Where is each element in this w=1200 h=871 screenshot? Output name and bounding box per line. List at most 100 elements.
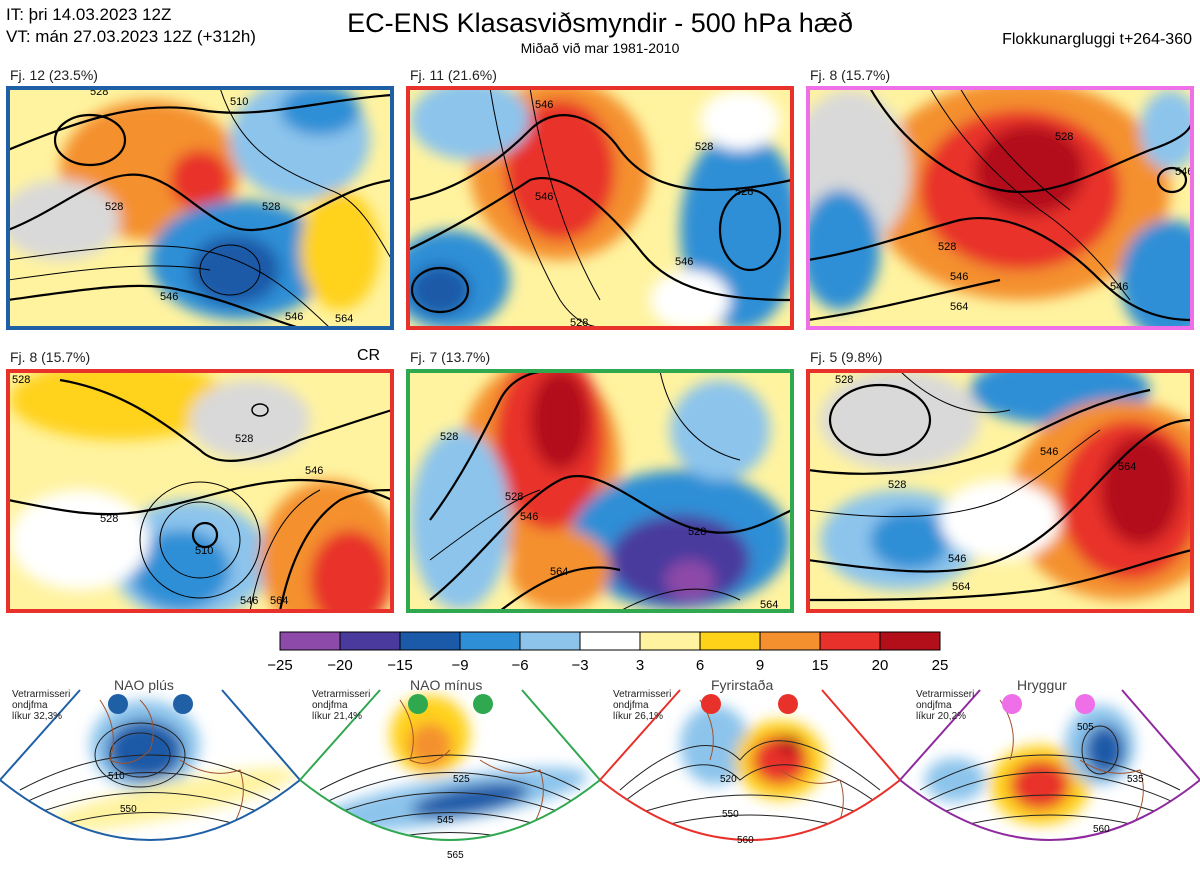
regime-3-name: Fyrirstaða [711, 677, 774, 693]
contour-label: 505 [1077, 722, 1094, 733]
panel-3-border [806, 86, 1194, 330]
contour-label: 546 [1175, 166, 1193, 178]
contour-label: 528 [570, 317, 588, 329]
contour-label: 528 [440, 431, 458, 443]
contour-label: 528 [888, 479, 906, 491]
contour-label: 535 [1127, 774, 1144, 785]
contour-label: 528 [1055, 131, 1073, 143]
contour-label: 528 [835, 374, 853, 386]
contour-label: 528 [262, 201, 280, 213]
panel-5-border [406, 369, 794, 613]
contour-label: 546 [285, 311, 303, 323]
panel-5-label: Fj. 7 (13.7%) [410, 349, 491, 365]
panel-4-border [6, 369, 394, 613]
contour-label: 528 [12, 374, 30, 386]
colorbar-tick: 3 [636, 657, 644, 674]
regime-2-name: NAO mínus [410, 677, 483, 693]
contour-label: 564 [550, 566, 568, 578]
regime-4-tag: Vetrarmisseri ondjfma líkur 20,2% [916, 689, 975, 722]
contour-label: 546 [948, 553, 966, 565]
colorbar: −25 −20 −15 −9 −6 −3 3 6 9 15 20 25 [267, 631, 949, 674]
contour-label: 510 [108, 771, 125, 782]
colorbar-tick: 6 [696, 657, 704, 674]
colorbar-tick: −25 [267, 657, 292, 674]
initial-time: IT: þri 14.03.2023 12Z [6, 5, 172, 24]
panel-2-map: 546 528 546 528 546 528 [408, 88, 792, 329]
page-title: EC-ENS Klasasviðsmyndir - 500 hPa hæð [347, 8, 853, 38]
contour-label: 546 [675, 256, 693, 268]
contour-label: 564 [760, 599, 778, 611]
contour-label: 545 [437, 815, 454, 826]
contour-label: 565 [447, 850, 464, 861]
colorbar-swatch [580, 632, 640, 650]
panel-4-map: 528 528 528 546 510 546 564 [8, 371, 392, 611]
contour-label: 564 [950, 301, 968, 313]
contour-label: 520 [720, 774, 737, 785]
colorbar-tick: 25 [932, 657, 949, 674]
classification-window: Flokkunargluggi t+264-360 [1002, 31, 1192, 48]
colorbar-tick: 9 [756, 657, 764, 674]
regime-3-tag: Vetrarmisseri ondjfma líkur 26,1% [613, 689, 672, 722]
contour-label: 528 [938, 241, 956, 253]
contour-label: 546 [535, 99, 553, 111]
regime-4-name: Hryggur [1017, 677, 1067, 693]
valid-time: VT: mán 27.03.2023 12Z (+312h) [6, 27, 256, 46]
panel-1-border [6, 86, 394, 330]
panel-6-label: Fj. 5 (9.8%) [810, 349, 883, 365]
contour-label: 528 [235, 433, 253, 445]
contour-label: 528 [105, 201, 123, 213]
contour-label: 564 [1118, 461, 1136, 473]
colorbar-swatch [880, 632, 940, 650]
colorbar-tick: −3 [571, 657, 588, 674]
colorbar-swatch [760, 632, 820, 650]
colorbar-swatch [340, 632, 400, 650]
contour-label: 550 [120, 804, 137, 815]
panel-5-map: 528 528 546 564 528 564 [408, 371, 792, 611]
colorbar-swatch [400, 632, 460, 650]
contour-label: 564 [335, 313, 353, 325]
colorbar-tick: 20 [872, 657, 889, 674]
regime-1-tag: Vetrarmisseri ondjfma líkur 32,3% [12, 689, 71, 722]
colorbar-tick: −15 [387, 657, 412, 674]
colorbar-tick: −6 [511, 657, 528, 674]
contour-label: 560 [737, 835, 754, 846]
contour-label: 528 [735, 186, 753, 198]
colorbar-tick: −20 [327, 657, 352, 674]
colorbar-swatch [700, 632, 760, 650]
colorbar-tick: 15 [812, 657, 829, 674]
contour-label: 564 [952, 581, 970, 593]
regime-1-name: NAO plús [114, 677, 174, 693]
panel-2-label: Fj. 11 (21.6%) [410, 67, 497, 83]
contour-label: 528 [505, 491, 523, 503]
contour-label: 560 [1093, 824, 1110, 835]
panel-6-map: 528 528 546 564 546 564 [808, 371, 1192, 611]
contour-label: 510 [195, 545, 213, 557]
contour-label: 528 [100, 513, 118, 525]
contour-label: 546 [240, 595, 258, 607]
page-subtitle: Miðað við mar 1981-2010 [520, 40, 680, 56]
contour-label: 528 [90, 86, 108, 98]
contour-label: 564 [270, 595, 288, 607]
contour-label: 528 [688, 526, 706, 538]
contour-label: 546 [305, 465, 323, 477]
panel-4-label: Fj. 8 (15.7%) [10, 349, 91, 365]
colorbar-swatch [280, 632, 340, 650]
panel-6-border [806, 369, 1194, 613]
contour-label: 525 [453, 774, 470, 785]
panel-4-tag: CR [357, 347, 381, 364]
header-info: IT: þri 14.03.2023 12Z VT: mán 27.03.202… [6, 4, 256, 48]
contour-label: 528 [695, 141, 713, 153]
contour-label: 546 [1040, 446, 1058, 458]
regime-2-tag: Vetrarmisseri ondjfma líkur 21,4% [312, 689, 371, 722]
panel-1-label: Fj. 12 (23.5%) [10, 67, 98, 83]
contour-label: 546 [520, 511, 538, 523]
contour-label: 550 [722, 809, 739, 820]
panel-3-label: Fj. 8 (15.7%) [810, 67, 891, 83]
contour-label: 546 [1110, 281, 1128, 293]
panel-1-map: 528 510 546 528 546 528 564 [8, 86, 392, 328]
panel-2-border [406, 86, 794, 330]
contour-label: 546 [535, 191, 553, 203]
contour-label: 546 [950, 271, 968, 283]
colorbar-swatch [520, 632, 580, 650]
